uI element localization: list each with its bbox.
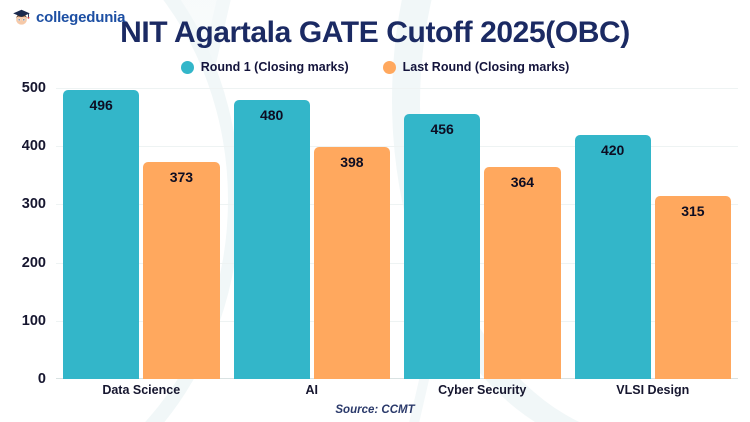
x-label-data-science: Data Science	[102, 383, 181, 397]
bar-round1-ai[interactable]: 480	[233, 99, 310, 379]
bar-groups: 496 373 480 398 456 364	[56, 88, 738, 379]
chart-legend: Round 1 (Closing marks) Last Round (Clos…	[0, 60, 750, 74]
legend-swatch-last-round	[382, 60, 396, 74]
x-axis-labels: Data Science AI Cyber Security VLSI Desi…	[56, 383, 738, 397]
bar-lastround-vlsi-design[interactable]: 315	[654, 195, 731, 379]
bar-value: 456	[430, 120, 454, 137]
x-label-cyber-security: Cyber Security	[438, 383, 527, 397]
bar-value: 398	[340, 154, 364, 171]
bar-round1-data-science[interactable]: 496	[63, 90, 140, 379]
legend-label-last-round: Last Round (Closing marks)	[402, 60, 570, 74]
legend-item-round-1[interactable]: Round 1 (Closing marks)	[180, 60, 349, 74]
y-tick-400: 400	[21, 138, 46, 155]
plot-area: 500 400 300 200 100 0 496 373 480 398	[22, 80, 738, 387]
y-tick-100: 100	[21, 312, 46, 329]
y-tick-200: 200	[21, 254, 46, 271]
y-tick-300: 300	[21, 196, 46, 213]
bar-value: 315	[681, 202, 705, 219]
legend-swatch-round-1	[180, 60, 194, 74]
x-label-ai: AI	[305, 383, 319, 397]
bar-group-data-science: 496 373	[56, 88, 227, 379]
brand-logo[interactable]: collegedunia	[12, 8, 125, 27]
bar-value: 364	[510, 174, 535, 191]
bar-group-ai: 480 398	[227, 88, 398, 379]
y-tick-0: 0	[37, 371, 46, 387]
bar-value: 373	[169, 168, 194, 185]
legend-item-last-round[interactable]: Last Round (Closing marks)	[382, 60, 570, 74]
legend-label-round-1: Round 1 (Closing marks)	[200, 60, 349, 74]
bar-group-cyber-security: 456 364	[397, 88, 568, 379]
bar-lastround-ai[interactable]: 398	[313, 147, 390, 379]
bar-round1-vlsi-design[interactable]: 420	[574, 134, 651, 379]
brand-name: collegedunia	[36, 9, 126, 26]
bar-round1-cyber-security[interactable]: 456	[404, 113, 481, 379]
bar-lastround-cyber-security[interactable]: 364	[484, 167, 561, 379]
bar-value: 420	[600, 141, 625, 158]
bar-group-vlsi-design: 420 315	[568, 88, 739, 379]
graduation-cap-icon	[12, 8, 31, 27]
x-label-vlsi-design: VLSI Design	[616, 383, 690, 397]
y-tick-500: 500	[21, 80, 46, 96]
bar-lastround-data-science[interactable]: 373	[143, 161, 220, 379]
bar-value: 480	[259, 106, 284, 123]
source-note: Source: CCMT	[335, 404, 415, 416]
bar-value: 496	[89, 97, 113, 114]
